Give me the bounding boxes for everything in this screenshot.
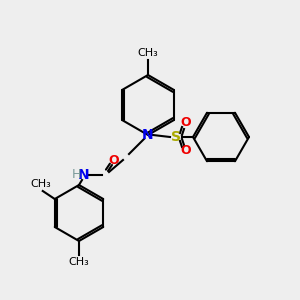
Text: O: O xyxy=(181,145,191,158)
Text: CH₃: CH₃ xyxy=(138,48,158,58)
Text: H: H xyxy=(71,167,81,181)
Text: N: N xyxy=(78,168,90,182)
Text: CH₃: CH₃ xyxy=(30,179,51,189)
Text: S: S xyxy=(171,130,181,144)
Text: O: O xyxy=(109,154,119,166)
Text: CH₃: CH₃ xyxy=(69,257,89,267)
Text: N: N xyxy=(142,128,154,142)
Text: O: O xyxy=(181,116,191,130)
